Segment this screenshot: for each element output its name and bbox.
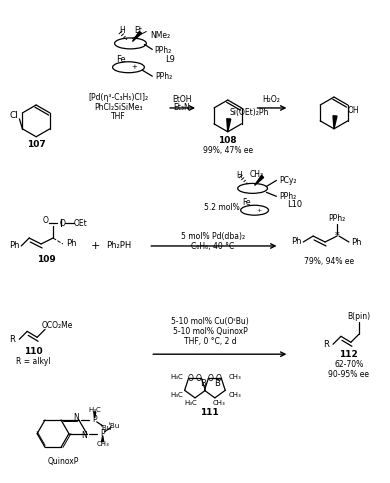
Polygon shape xyxy=(255,175,264,185)
Polygon shape xyxy=(94,412,96,418)
Text: 107: 107 xyxy=(27,140,46,149)
Text: 5.2 mol%: 5.2 mol% xyxy=(204,203,240,212)
Text: NMe₂: NMe₂ xyxy=(150,31,170,40)
Text: N: N xyxy=(73,413,79,422)
Text: OH: OH xyxy=(348,106,360,115)
Text: +: + xyxy=(131,64,137,70)
Text: R: R xyxy=(323,340,329,349)
Text: C₆H₆, 40 °C: C₆H₆, 40 °C xyxy=(191,242,234,252)
Text: B: B xyxy=(200,380,206,388)
Text: PPh₂: PPh₂ xyxy=(328,213,346,223)
Text: PPh₂: PPh₂ xyxy=(280,192,297,201)
Text: Fe: Fe xyxy=(242,198,251,207)
Text: CH₃: CH₃ xyxy=(213,400,225,406)
Text: L9: L9 xyxy=(165,55,175,64)
Text: B: B xyxy=(214,380,220,388)
Text: PPh₂: PPh₂ xyxy=(156,71,173,81)
Text: PCy₂: PCy₂ xyxy=(280,176,297,185)
Text: O: O xyxy=(196,373,202,383)
Text: EtOH: EtOH xyxy=(172,95,192,103)
Text: 111: 111 xyxy=(200,408,219,417)
Text: 110: 110 xyxy=(24,347,43,355)
Text: P: P xyxy=(100,429,105,438)
Text: +: + xyxy=(91,241,100,251)
Text: PhCl₂SiSiMe₃: PhCl₂SiSiMe₃ xyxy=(94,103,143,113)
Text: H₃C: H₃C xyxy=(171,374,184,380)
Text: O: O xyxy=(42,215,48,225)
Polygon shape xyxy=(102,436,104,441)
Text: H: H xyxy=(236,171,241,180)
Text: Et₃N: Et₃N xyxy=(174,103,190,113)
Text: CH₃: CH₃ xyxy=(250,170,264,179)
Text: +: + xyxy=(256,208,261,213)
Text: 90-95% ee: 90-95% ee xyxy=(328,369,369,379)
Text: 5-10 mol% Cu(OᵗBu): 5-10 mol% Cu(OᵗBu) xyxy=(171,317,249,326)
Text: Cl: Cl xyxy=(9,112,18,120)
Text: Si(OEt)₂Ph: Si(OEt)₂Ph xyxy=(230,108,269,117)
Text: H₂O₂: H₂O₂ xyxy=(262,95,280,103)
Text: Ph: Ph xyxy=(352,239,362,247)
Text: 5 mol% Pd(dba)₂: 5 mol% Pd(dba)₂ xyxy=(181,231,245,241)
Text: H: H xyxy=(120,26,126,35)
Text: [Pd(η³-C₃H₅)Cl]₂: [Pd(η³-C₃H₅)Cl]₂ xyxy=(89,93,149,101)
Text: H₃C: H₃C xyxy=(171,392,184,398)
Text: Ph: Ph xyxy=(291,238,302,246)
Text: O: O xyxy=(60,219,66,227)
Text: 79%, 94% ee: 79%, 94% ee xyxy=(304,257,354,266)
Text: N: N xyxy=(81,431,87,440)
Text: PPh₂: PPh₂ xyxy=(154,46,172,55)
Text: CH₃: CH₃ xyxy=(228,374,241,380)
Text: L10: L10 xyxy=(287,200,302,209)
Text: Ph: Ph xyxy=(9,242,20,251)
Text: 62-70%: 62-70% xyxy=(334,360,363,369)
Text: THF, 0 °C, 2 d: THF, 0 °C, 2 d xyxy=(184,337,236,346)
Text: O: O xyxy=(188,373,194,383)
Text: P: P xyxy=(92,415,97,425)
Polygon shape xyxy=(333,116,337,129)
Text: B(pin): B(pin) xyxy=(347,312,370,321)
Text: 109: 109 xyxy=(37,256,55,264)
Text: R = alkyl: R = alkyl xyxy=(16,356,50,366)
Text: Fe: Fe xyxy=(116,55,125,64)
Text: CH₃: CH₃ xyxy=(228,392,241,398)
Text: QuinoxP: QuinoxP xyxy=(47,457,79,466)
Text: H₃C: H₃C xyxy=(184,400,197,406)
Text: 112: 112 xyxy=(340,350,358,359)
Text: Et: Et xyxy=(135,26,142,35)
Text: 99%, 47% ee: 99%, 47% ee xyxy=(203,146,253,155)
Text: Ph: Ph xyxy=(66,240,76,248)
Text: ᵗBu: ᵗBu xyxy=(109,423,120,429)
Text: OCO₂Me: OCO₂Me xyxy=(41,321,73,330)
Text: O: O xyxy=(216,373,222,383)
Text: 108: 108 xyxy=(218,136,237,145)
Text: R: R xyxy=(9,335,15,344)
Polygon shape xyxy=(133,31,142,42)
Text: *: * xyxy=(335,231,339,241)
Text: 5-10 mol% QuinoxP: 5-10 mol% QuinoxP xyxy=(172,327,247,336)
Text: ᵗBu: ᵗBu xyxy=(101,425,112,431)
Text: Ph₂PH: Ph₂PH xyxy=(106,242,131,251)
Text: THF: THF xyxy=(111,113,126,121)
Text: OEt: OEt xyxy=(74,219,88,227)
Text: CH₃: CH₃ xyxy=(96,440,109,447)
Text: O: O xyxy=(208,373,214,383)
Polygon shape xyxy=(227,119,231,132)
Text: H₃C: H₃C xyxy=(89,407,101,413)
